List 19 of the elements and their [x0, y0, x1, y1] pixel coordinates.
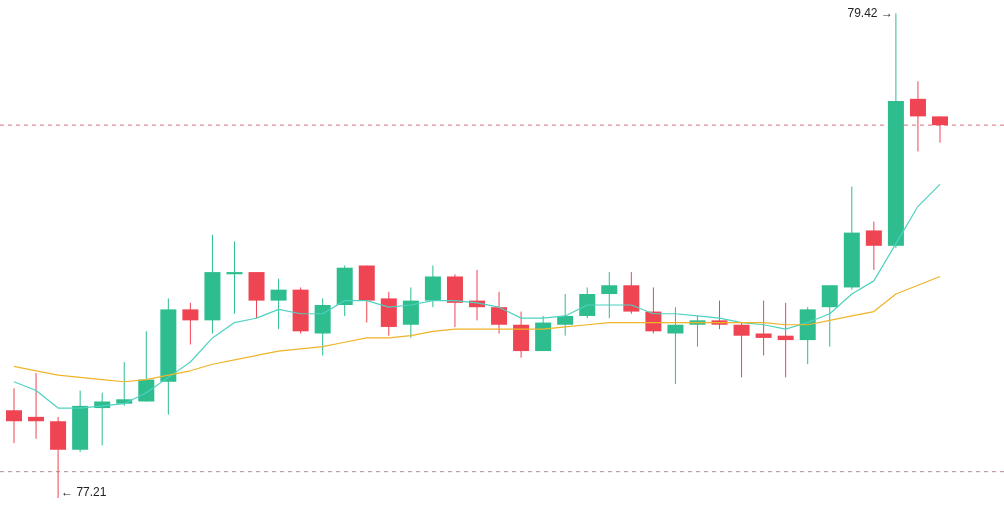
candlestick [755, 300, 772, 356]
candlestick [28, 372, 45, 440]
candlestick [733, 322, 750, 378]
candlestick [226, 240, 243, 315]
candlestick [557, 293, 574, 337]
candlestick [601, 271, 618, 319]
candlestick [777, 302, 794, 378]
candlestick [865, 221, 882, 271]
candlestick [821, 284, 838, 348]
candlestick [909, 80, 926, 152]
candlestick [6, 387, 22, 444]
candlestick [491, 291, 508, 335]
candlestick [579, 286, 596, 319]
candlestick [270, 278, 287, 330]
candlestick [667, 306, 684, 385]
annotation: ← 77.21 [61, 485, 107, 499]
annotation: 79.42 → [847, 6, 893, 21]
candlestick [932, 115, 948, 144]
candlestick [182, 302, 199, 345]
